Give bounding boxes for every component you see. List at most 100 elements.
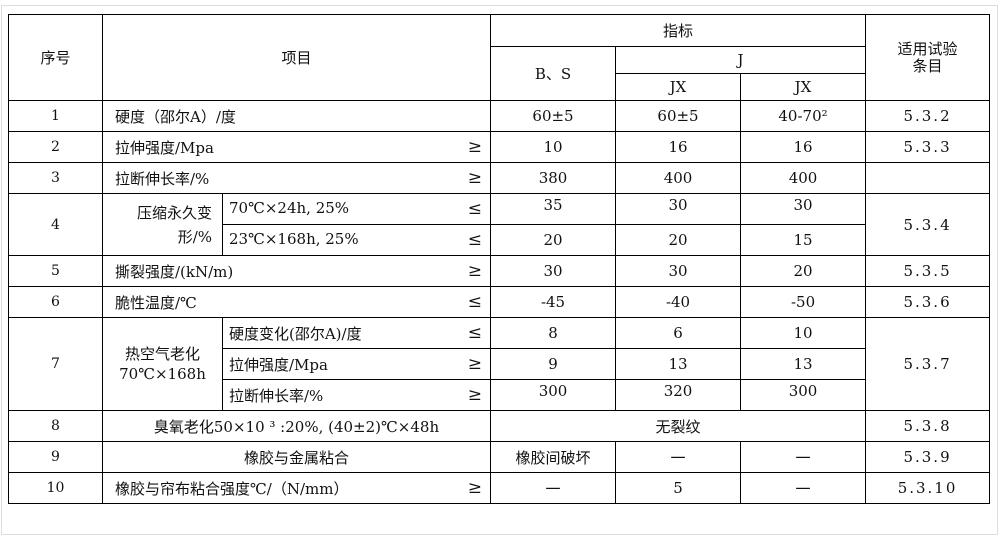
jx2-cell: 10 — [740, 317, 867, 349]
clause-cell: 5.3.4 — [865, 193, 991, 256]
item-label: 脆性温度/℃ — [115, 293, 197, 312]
item-label: 23℃×168h, 25% — [229, 230, 359, 248]
bs-cell: -45 — [490, 286, 617, 318]
seq-cell: 10 — [8, 472, 103, 504]
bs-cell: 60±5 — [490, 100, 617, 132]
clause-cell: 5.3.10 — [865, 472, 991, 504]
group-label: 热空气老化 — [124, 345, 200, 363]
bs-cell: 20 — [490, 224, 617, 256]
comparison-symbol: ≤ — [467, 230, 483, 250]
value-cell: 无裂纹 — [490, 410, 867, 442]
table-row: ≤23℃×168h, 25% 20 20 15 — [9, 224, 990, 256]
bs-cell: 30 — [490, 255, 617, 287]
item-cell: 臭氧老化50×10 ³ :20%, (40±2)℃×48h — [101, 410, 492, 442]
item-cell: ≤ 硬度变化(邵尔A)/度 — [221, 317, 492, 349]
header-seq: 序号 — [8, 14, 103, 101]
jx1-cell: 320 — [615, 379, 742, 411]
header-row: 序号 项目 指标 适用试验条目 — [8, 14, 991, 101]
comparison-symbol: ≥ — [467, 384, 483, 405]
seq-cell: 4 — [8, 193, 103, 256]
jx1-cell: 5 — [615, 472, 742, 504]
seq-cell: 3 — [8, 162, 103, 194]
bs-cell: 橡胶间破坏 — [490, 441, 617, 473]
clause-cell: 5.3.6 — [865, 286, 991, 318]
item-cell: ≤23℃×168h, 25% — [221, 224, 492, 256]
jx1-cell: 一 — [615, 441, 742, 473]
seq-cell: 2 — [8, 131, 103, 163]
table-row: 7 热空气老化 70℃×168h ≤ 硬度变化(邵尔A)/度 8 6 10 5.3.… — [8, 317, 991, 411]
group-cell: 压缩永久变形/% — [102, 193, 223, 256]
bs-cell: 10 — [490, 131, 617, 163]
seq-cell: 7 — [8, 317, 103, 411]
jx1-cell: 16 — [615, 131, 742, 163]
bs-cell: 35 — [490, 193, 617, 225]
group-cell: 热空气老化 70℃×168h — [102, 317, 223, 411]
jx2-cell: 13 — [740, 348, 867, 380]
item-label: 拉伸强度/Mpa — [229, 355, 328, 374]
item-label: 拉伸强度/Mpa — [115, 138, 214, 157]
header-row: B、S J — [9, 46, 990, 101]
jx1-cell: 6 — [615, 317, 742, 349]
table-row: 6 ≤ 脆性温度/℃ -45 -40 -50 5.3.6 — [8, 286, 991, 318]
header-clause: 适用试验条目 — [865, 14, 991, 101]
jx2-cell: 400 — [740, 162, 867, 194]
table-row: 1 硬度（邵尔A）/度 60±5 60±5 40-70² 5.3.2 — [8, 100, 991, 132]
bs-cell: 一 — [490, 472, 617, 504]
table-row: ≥ 拉断伸长率/% 300 320 300 — [9, 379, 990, 411]
jx2-cell: 16 — [740, 131, 867, 163]
table-row: 5 ≥ 撕裂强度/(kN/m) 30 30 20 5.3.5 — [8, 255, 991, 287]
bs-cell: 300 — [490, 379, 617, 411]
clause-cell: 5.3.7 — [865, 317, 991, 411]
item-cell: ≥ 拉伸强度/Mpa — [221, 348, 492, 380]
header-jx1: JX — [615, 73, 742, 101]
table-row: 4 压缩永久变形/% ≤70℃×24h, 25% 35 30 30 5.3.4 — [8, 193, 991, 256]
jx2-cell: 30 — [740, 193, 867, 225]
item-cell: ≥ 拉断伸长率/% — [221, 379, 492, 411]
bs-cell: 9 — [490, 348, 617, 380]
jx2-cell: 40-70² — [740, 100, 867, 132]
bs-cell: 380 — [490, 162, 617, 194]
group-condition: 70℃×168h — [119, 365, 206, 383]
item-cell: ≤ 脆性温度/℃ — [101, 286, 492, 318]
clause-cell: 5.3.5 — [865, 255, 991, 287]
item-cell: ≥ 橡胶与帘布粘合强度℃/（N/mm） — [101, 472, 492, 504]
comparison-symbol: ≥ — [467, 136, 483, 157]
item-cell: ≤70℃×24h, 25% — [221, 193, 492, 225]
seq-cell: 5 — [8, 255, 103, 287]
item-cell: 硬度（邵尔A）/度 — [101, 100, 492, 132]
table-row: 9 橡胶与金属粘合 橡胶间破坏 一 一 5.3.9 — [8, 441, 991, 473]
header-row: JX JX — [9, 73, 990, 101]
item-label: 拉断伸长率/% — [115, 169, 210, 188]
page-frame — [1, 5, 998, 535]
jx2-cell: -50 — [740, 286, 867, 318]
item-cell: ≥ 撕裂强度/(kN/m) — [101, 255, 492, 287]
header-item: 项目 — [101, 14, 492, 101]
jx2-cell: 300 — [740, 379, 867, 411]
seq-cell: 6 — [8, 286, 103, 318]
jx1-cell: 400 — [615, 162, 742, 194]
seq-cell: 9 — [8, 441, 103, 473]
clause-cell: 5.3.3 — [865, 131, 991, 163]
comparison-symbol: ≤ — [467, 199, 483, 219]
table-row: 10 ≥ 橡胶与帘布粘合强度℃/（N/mm） 一 5 一 5.3.10 — [8, 472, 991, 504]
jx1-cell: 60±5 — [615, 100, 742, 132]
comparison-symbol: ≥ — [467, 167, 483, 188]
item-label: 硬度（邵尔A）/度 — [115, 107, 236, 126]
item-label: 橡胶与帘布粘合强度℃/（N/mm） — [115, 479, 349, 498]
comparison-symbol: ≥ — [467, 353, 483, 374]
clause-cell: 5.3.2 — [865, 100, 991, 132]
comparison-symbol: ≥ — [467, 260, 483, 281]
jx2-cell: 15 — [740, 224, 867, 256]
item-label: 70℃×24h, 25% — [229, 199, 350, 217]
jx1-cell: 30 — [615, 193, 742, 225]
comparison-symbol: ≥ — [467, 477, 483, 498]
jx1-cell: 20 — [615, 224, 742, 256]
jx1-cell: 13 — [615, 348, 742, 380]
table-row: 3 ≥ 拉断伸长率/% 380 400 400 — [8, 162, 991, 194]
item-cell: ≥ 拉断伸长率/% — [101, 162, 492, 194]
jx2-cell: 一 — [740, 441, 867, 473]
item-label: 撕裂强度/(kN/m) — [115, 262, 234, 281]
seq-cell: 8 — [8, 410, 103, 442]
item-label: 拉断伸长率/% — [229, 386, 324, 405]
rubber-spec-table: 序号 项目 指标 适用试验条目 B、S J JX JX 1 硬度（邵尔A）/度 … — [8, 14, 991, 504]
